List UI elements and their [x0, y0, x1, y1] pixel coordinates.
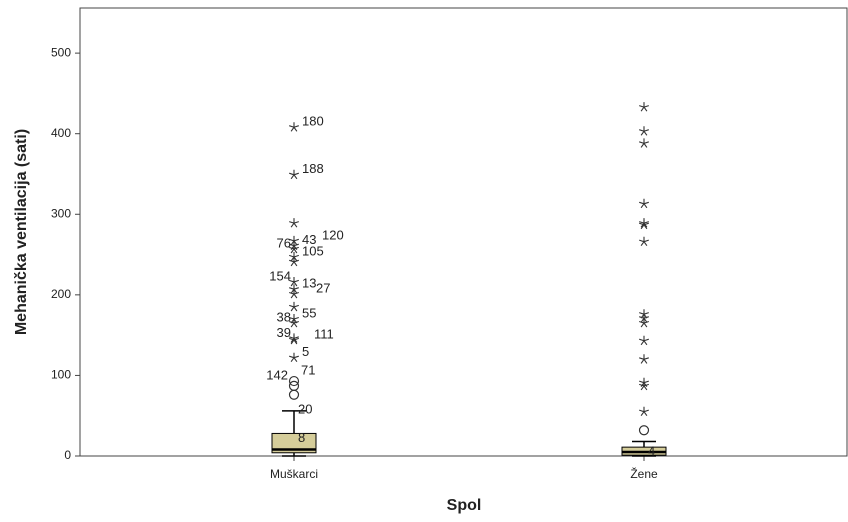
- point-label: 39: [277, 325, 291, 340]
- extreme: [289, 284, 299, 294]
- point-label: 55: [302, 305, 316, 320]
- extreme: [289, 318, 299, 328]
- point-label: 180: [302, 114, 324, 129]
- extreme: [639, 126, 649, 136]
- extreme: [639, 354, 649, 364]
- extreme: [289, 277, 299, 287]
- y-tick-label: 500: [51, 45, 71, 59]
- outlier: [638, 425, 650, 436]
- extreme: [639, 236, 649, 247]
- point-label: 27: [316, 280, 330, 295]
- point-label: 111: [314, 326, 334, 341]
- point-label: 188: [302, 161, 324, 176]
- point-label: 105: [302, 243, 324, 258]
- outlier: [288, 389, 300, 400]
- point-label: 4: [648, 444, 655, 459]
- extreme: [639, 318, 649, 328]
- extreme: [289, 122, 299, 132]
- y-tick-label: 400: [51, 126, 71, 140]
- extreme: [639, 219, 649, 230]
- point-label: 8: [298, 430, 305, 445]
- extreme: [639, 138, 649, 148]
- y-tick-label: 0: [64, 448, 71, 462]
- y-tick-label: 300: [51, 206, 71, 220]
- point-label: 76: [277, 235, 291, 250]
- extreme: [289, 289, 299, 299]
- point-label: 43: [302, 232, 316, 247]
- point-label: 20: [298, 401, 312, 416]
- extreme: [289, 301, 299, 312]
- extreme: [289, 252, 299, 262]
- point-label: 71: [301, 363, 315, 378]
- extreme: [289, 335, 299, 345]
- x-tick-label: Žene: [630, 466, 658, 481]
- extreme: [639, 198, 649, 209]
- extreme: [639, 102, 649, 112]
- x-axis-title: Spol: [447, 497, 482, 514]
- extreme: [289, 243, 299, 254]
- extreme: [289, 235, 299, 246]
- extreme: [639, 309, 649, 319]
- y-axis-title: Mehanička ventilacija (sati): [13, 129, 30, 335]
- point-label: 142: [266, 367, 288, 382]
- point-label: 5: [302, 344, 309, 359]
- extreme: [639, 313, 649, 323]
- extreme: [289, 169, 299, 180]
- plot-area: [79, 7, 848, 457]
- box: [271, 432, 317, 454]
- x-tick-label: Muškarci: [270, 467, 318, 481]
- outlier: [288, 375, 300, 387]
- point-label: 154: [269, 268, 291, 283]
- extreme: [639, 380, 649, 391]
- extreme: [289, 314, 299, 324]
- point-label: 120: [322, 227, 344, 242]
- extreme: [639, 377, 649, 388]
- point-label: 13: [302, 276, 316, 291]
- point-label: 38: [277, 309, 291, 324]
- extreme: [639, 406, 649, 417]
- y-tick-label: 200: [51, 287, 71, 301]
- extreme: [289, 240, 299, 251]
- y-tick-label: 100: [51, 368, 71, 382]
- extreme: [289, 256, 299, 267]
- extreme: [639, 335, 649, 346]
- extreme: [289, 218, 299, 228]
- extreme: [289, 352, 299, 363]
